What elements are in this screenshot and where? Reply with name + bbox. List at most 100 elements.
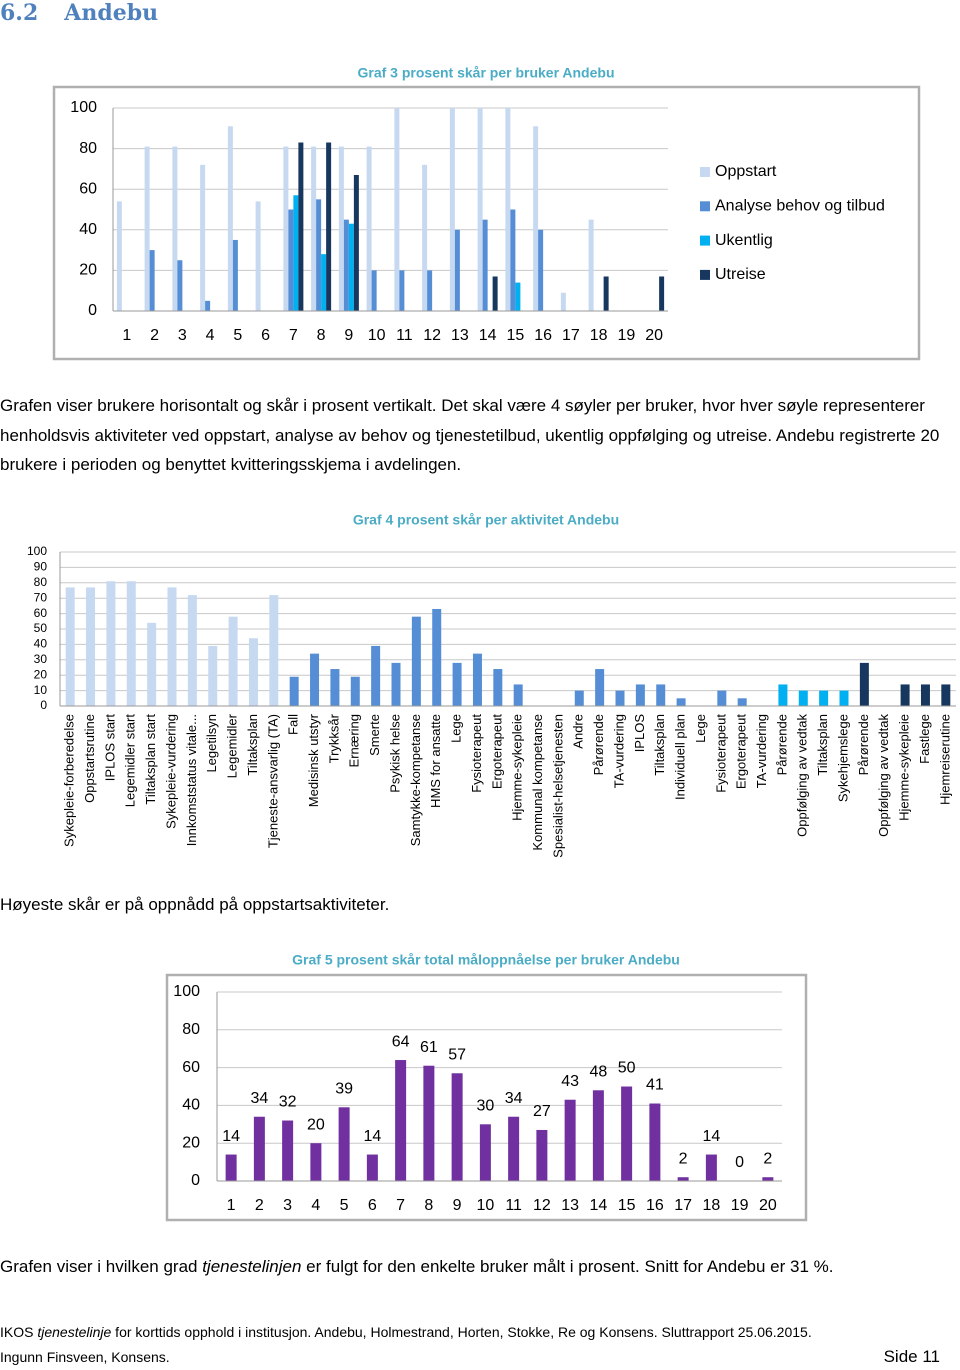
x-tick-label: 18 xyxy=(702,1197,720,1214)
bar xyxy=(798,690,808,706)
bar xyxy=(395,1060,407,1181)
bar xyxy=(366,1154,378,1181)
bar xyxy=(615,690,625,706)
bar xyxy=(492,276,498,311)
text: tjenestelinje xyxy=(37,1324,112,1340)
bar xyxy=(177,260,183,311)
bar xyxy=(106,581,116,706)
bar xyxy=(391,662,401,706)
x-tick-label: TA-vurdering xyxy=(754,714,769,788)
y-tick-label: 0 xyxy=(191,1172,200,1189)
bar xyxy=(592,1090,604,1181)
x-tick-label: 18 xyxy=(590,327,608,344)
bar xyxy=(560,292,566,311)
y-tick-label: 100 xyxy=(27,544,47,558)
x-tick-label: 20 xyxy=(759,1197,777,1214)
x-tick-label: HMS for ansatte xyxy=(428,714,443,808)
bar xyxy=(343,219,349,311)
y-tick-label: 60 xyxy=(182,1059,200,1076)
bar xyxy=(920,684,930,706)
x-tick-label: 7 xyxy=(289,327,298,344)
section-number: 6.2 xyxy=(0,0,39,26)
data-label: 64 xyxy=(392,1033,410,1050)
x-tick-label: Fastlege xyxy=(917,714,932,764)
page-number: Side 11 xyxy=(883,1347,940,1366)
bar xyxy=(859,662,869,706)
x-tick-label: Smerte xyxy=(367,714,382,756)
bar xyxy=(350,676,360,706)
bar xyxy=(316,199,322,311)
bar xyxy=(298,142,304,311)
x-tick-label: 19 xyxy=(617,327,635,344)
x-tick-label: 19 xyxy=(731,1197,749,1214)
bar xyxy=(941,684,951,706)
x-tick-label: 12 xyxy=(533,1197,551,1214)
y-tick-label: 10 xyxy=(34,683,48,697)
data-label: 27 xyxy=(533,1103,551,1120)
bar xyxy=(311,146,317,311)
data-label: 2 xyxy=(763,1150,772,1167)
data-label: 48 xyxy=(589,1063,607,1080)
x-tick-label: Psykisk helse xyxy=(387,714,402,793)
bar xyxy=(839,690,849,706)
bar xyxy=(705,1154,717,1181)
bar xyxy=(371,270,377,311)
bar xyxy=(649,1103,661,1181)
bar xyxy=(621,1086,633,1181)
paragraph: Høyeste skår er på oppnådd på oppstartsa… xyxy=(0,895,390,914)
legend-swatch xyxy=(700,201,710,212)
bar xyxy=(432,608,442,706)
bar xyxy=(536,1129,548,1181)
bar xyxy=(656,684,666,706)
x-tick-label: Legemidler xyxy=(225,713,240,778)
y-tick-label: 0 xyxy=(40,698,47,712)
x-tick-label: Trykksår xyxy=(326,713,341,763)
x-tick-label: 6 xyxy=(261,327,270,344)
bar xyxy=(533,126,539,312)
x-tick-label: Lege xyxy=(449,714,464,743)
x-tick-label: IPLOS xyxy=(632,714,647,753)
y-tick-label: 60 xyxy=(79,180,97,197)
x-tick-label: 16 xyxy=(534,327,552,344)
bar xyxy=(676,698,686,706)
bar xyxy=(147,622,157,706)
bar xyxy=(422,164,428,311)
data-label: 14 xyxy=(222,1128,240,1145)
bar xyxy=(200,164,206,311)
legend-swatch xyxy=(700,167,710,177)
y-tick-label: 80 xyxy=(34,575,48,589)
data-label: 57 xyxy=(448,1046,466,1063)
x-tick-label: Ergoterapeut xyxy=(489,714,504,790)
x-tick-label: 2 xyxy=(255,1197,264,1214)
bar xyxy=(187,595,197,706)
x-tick-label: 13 xyxy=(561,1197,579,1214)
y-tick-label: 80 xyxy=(182,1021,200,1038)
bar xyxy=(310,653,320,706)
x-tick-label: 10 xyxy=(368,327,386,344)
data-label: 0 xyxy=(735,1154,744,1171)
legend-label: Ukentlig xyxy=(715,232,773,249)
text: er fulgt for den enkelte bruker målt i p… xyxy=(301,1257,834,1276)
bar xyxy=(348,223,354,311)
bar xyxy=(338,1107,350,1181)
bar xyxy=(493,669,503,706)
bar xyxy=(330,669,340,706)
x-tick-label: 14 xyxy=(589,1197,607,1214)
x-tick-label: Tiltaksplan xyxy=(815,714,830,776)
data-label: 2 xyxy=(679,1150,688,1167)
x-tick-label: Spesialist-helsetjenesten xyxy=(550,714,565,858)
bar xyxy=(564,1099,576,1181)
y-tick-label: 30 xyxy=(34,652,48,666)
y-tick-label: 80 xyxy=(79,140,97,157)
x-tick-label: 9 xyxy=(344,327,353,344)
y-tick-label: 40 xyxy=(182,1097,200,1114)
text: Grafen viser i hvilken grad xyxy=(0,1257,203,1276)
bar xyxy=(255,201,261,311)
bar xyxy=(338,146,344,311)
x-tick-label: 5 xyxy=(340,1197,349,1214)
x-tick-label: 7 xyxy=(396,1197,405,1214)
legend-swatch xyxy=(700,269,710,280)
x-tick-label: Hjemreiserutine xyxy=(937,714,952,805)
x-tick-label: Legetilsyn xyxy=(204,714,219,773)
bar xyxy=(225,1154,237,1181)
